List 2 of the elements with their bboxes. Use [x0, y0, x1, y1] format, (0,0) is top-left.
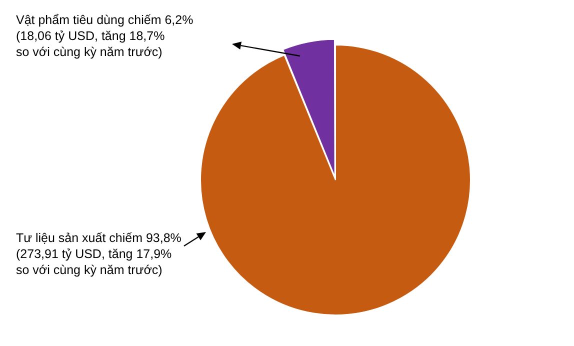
text: Tư liệu sản xuất chiếm 93,8% (273,91 tỷ USD, tăng 17,9% so với cùng kỳ năm trước) — [16, 230, 182, 278]
text: Vật phẩm tiêu dùng chiếm 6,2% (18,06 tỷ USD, tăng 18,7% so với cùng kỳ năm trước) — [16, 12, 194, 60]
